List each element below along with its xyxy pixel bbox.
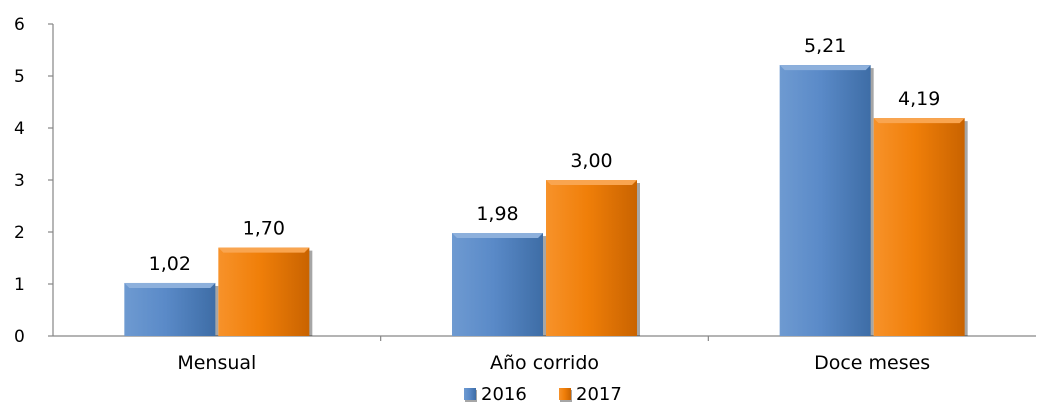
- data-label-2016-2: 5,21: [804, 35, 846, 57]
- y-tick-label: 2: [14, 223, 25, 243]
- y-tick-label: 1: [14, 275, 25, 295]
- data-label-2017-0: 1,70: [243, 218, 285, 240]
- bar-body: [779, 65, 871, 336]
- data-label-2017-1: 3,00: [570, 150, 612, 172]
- axes: 0 1 2 3 4 5 6 Mensual Año corrido Doce meses: [14, 15, 1036, 374]
- legend: 2016 2017: [464, 384, 622, 405]
- bar-bevel: [218, 247, 310, 253]
- legend-item-2017: 2017: [559, 384, 622, 405]
- bar-body: [452, 233, 543, 336]
- bar-body: [218, 247, 310, 336]
- data-label-2016-1: 1,98: [476, 203, 518, 225]
- bar-body: [546, 180, 637, 336]
- legend-label: 2016: [481, 384, 527, 405]
- y-tick-label: 4: [14, 119, 25, 139]
- bar-bevel: [124, 282, 216, 288]
- bar-bevel: [779, 65, 871, 71]
- bar-2017-2: [873, 118, 968, 337]
- bar-2016-0: [124, 282, 219, 336]
- bars: [124, 65, 968, 337]
- bar-bevel: [546, 180, 637, 185]
- data-label-2017-2: 4,19: [898, 88, 940, 110]
- legend-swatch: [464, 388, 476, 400]
- bar-body: [124, 282, 216, 336]
- y-tick-label: 0: [14, 327, 25, 347]
- y-tick-label: 5: [14, 67, 25, 87]
- y-tick-label: 6: [14, 15, 25, 35]
- legend-swatch: [559, 388, 571, 400]
- data-label-2016-0: 1,02: [149, 253, 191, 275]
- bar-2016-1: [452, 233, 546, 336]
- bar-bevel: [873, 118, 965, 124]
- bar-2016-2: [779, 65, 874, 336]
- x-category-label: Mensual: [177, 352, 256, 374]
- bar-2017-0: [218, 247, 313, 336]
- bar-bevel: [452, 233, 543, 239]
- y-tick-label: 3: [14, 171, 25, 191]
- x-category-label: Año corrido: [490, 352, 599, 374]
- bar-2017-1: [546, 180, 640, 336]
- bar-body: [873, 118, 965, 337]
- legend-item-2016: 2016: [464, 384, 527, 405]
- legend-label: 2017: [576, 384, 622, 405]
- x-category-label: Doce meses: [814, 352, 930, 374]
- data-labels: 1,02 1,70 1,98 3,00 5,21 4,19: [149, 35, 941, 275]
